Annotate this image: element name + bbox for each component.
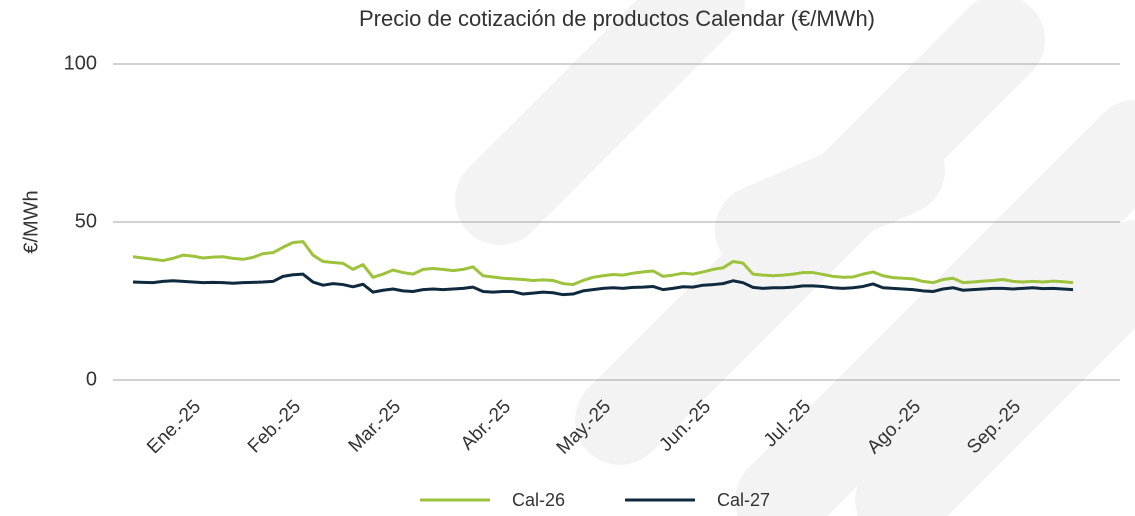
x-tick-label: Ene.-25	[143, 396, 205, 458]
y-axis-label: €/MWh	[20, 190, 42, 253]
watermark	[455, 0, 1135, 516]
line-series	[132, 272, 1074, 297]
y-tick-label: 50	[75, 210, 97, 232]
legend-label: Cal-27	[717, 490, 770, 510]
chart-title: Precio de cotización de productos Calend…	[359, 6, 875, 31]
x-tick-label: Feb.-25	[244, 396, 305, 457]
y-tick-label: 0	[86, 368, 97, 390]
x-tick-label: Mar.-25	[345, 396, 405, 456]
y-tick-label: 100	[64, 52, 97, 74]
line-series	[132, 240, 1074, 287]
legend-label: Cal-26	[512, 490, 565, 510]
x-tick-label: Abr.-25	[457, 396, 515, 454]
